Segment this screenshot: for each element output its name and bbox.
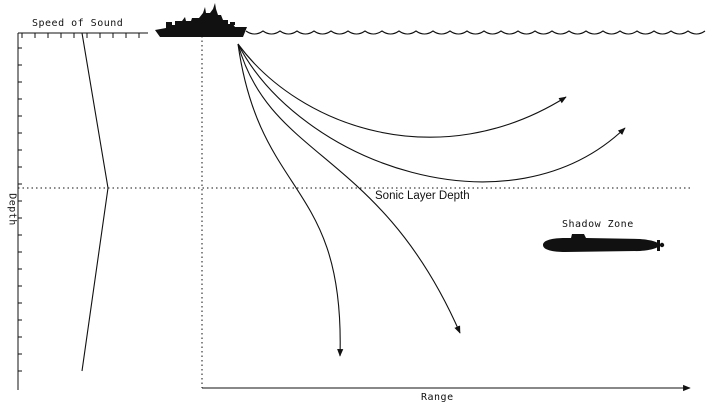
sound-ray-surface-duct-1 [237, 43, 567, 138]
submarine-silhouette-icon [543, 234, 665, 252]
shadow-zone-label: Shadow Zone [562, 219, 634, 230]
depth-label: Depth [6, 193, 18, 226]
sound-ray-surface-duct-2 [237, 43, 626, 183]
range-label: Range [421, 392, 454, 403]
warship-silhouette-icon [155, 3, 247, 37]
speed-axis-ticks [21, 33, 140, 38]
speed-axis [17, 32, 148, 390]
sound-speed-profile [81, 32, 109, 372]
sonic-layer-depth-label: Sonic Layer Depth [375, 190, 470, 202]
sound-rays [237, 43, 626, 357]
sound-ray-deep-1 [237, 43, 461, 334]
speed-of-sound-label: Speed of Sound [32, 18, 124, 29]
sea-surface [245, 30, 706, 35]
sound-ray-deep-2 [237, 43, 344, 357]
depth-axis-ticks [18, 47, 22, 372]
